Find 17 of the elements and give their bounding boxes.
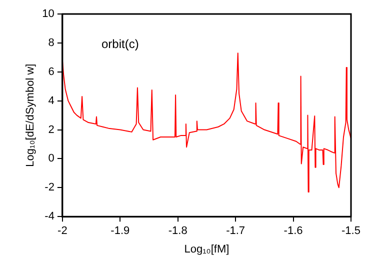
x-tick-label: -1.7	[226, 225, 246, 238]
y-tick-label: 4	[48, 94, 54, 107]
x-tick-label: -1.8	[168, 225, 188, 238]
x-tick-label: -2	[58, 225, 68, 238]
x-tick-label: -1.9	[110, 225, 130, 238]
annotation: orbit(c)	[101, 37, 139, 51]
y-tick-label: 2	[48, 124, 54, 136]
x-tick-label: -1.5	[342, 225, 360, 238]
y-tick-label: -2	[44, 182, 54, 194]
y-tick-label: -4	[44, 210, 54, 223]
y-tick-label: 10	[42, 8, 54, 20]
y-axis-title: Log₁₀[dE/dSymbol w]	[24, 64, 37, 167]
x-axis-title: Log₁₀[fM]	[184, 243, 230, 256]
x-tick-label: -1.6	[284, 225, 303, 238]
y-tick-label: 0	[48, 152, 54, 165]
y-tick-label: 8	[48, 36, 54, 49]
y-tick-label: 6	[48, 66, 54, 78]
